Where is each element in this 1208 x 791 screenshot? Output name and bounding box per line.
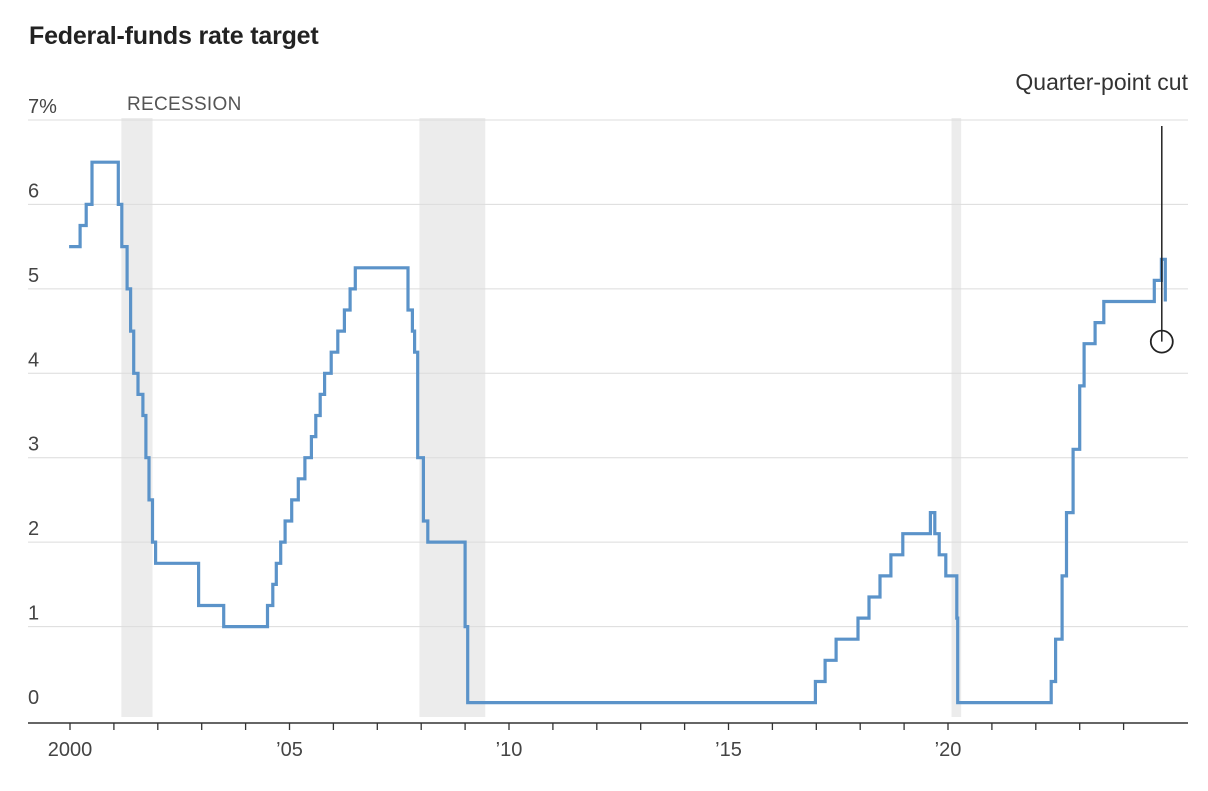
chart-title: Federal-funds rate target — [29, 22, 319, 50]
x-tick-label-2005: ’05 — [276, 739, 303, 761]
y-axis-ticks: 0 1 2 3 4 5 6 7% — [28, 96, 57, 709]
recession-band-2 — [419, 118, 486, 717]
y-tick-label-3: 3 — [28, 434, 39, 456]
y-tick-label-7: 7% — [28, 96, 57, 118]
recession-label: RECESSION — [127, 94, 242, 115]
rate-line — [69, 160, 1167, 705]
y-tick-label-0: 0 — [28, 687, 39, 709]
y-tick-label-2: 2 — [28, 518, 39, 540]
x-tick-label-2020: ’20 — [935, 739, 962, 761]
recession-band-1 — [121, 118, 153, 717]
x-tick-label-2015: ’15 — [715, 739, 742, 761]
recession-band-3 — [951, 118, 962, 717]
y-tick-label-4: 4 — [28, 349, 39, 371]
x-tick-label-2010: ’10 — [496, 739, 523, 761]
y-tick-label-1: 1 — [28, 603, 39, 625]
x-axis-ticks: 2000 ’05 ’10 ’15 ’20 — [48, 723, 1125, 761]
y-tick-label-6: 6 — [28, 180, 39, 202]
annotation-marker — [1149, 329, 1174, 354]
y-tick-label-5: 5 — [28, 265, 39, 287]
annotation-label: Quarter-point cut — [1015, 69, 1188, 95]
x-tick-label-2000: 2000 — [48, 739, 93, 761]
gridlines — [28, 119, 1188, 628]
